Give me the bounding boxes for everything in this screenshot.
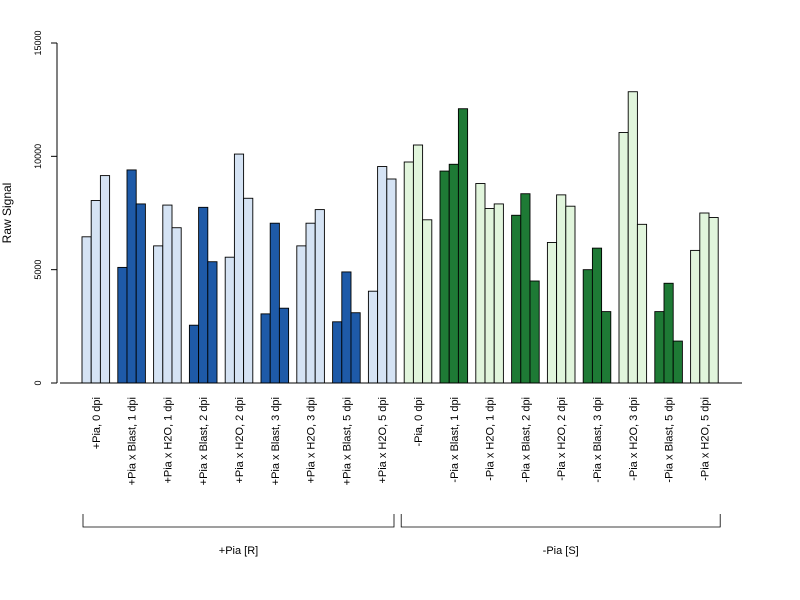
bar xyxy=(162,204,173,384)
group-bracket xyxy=(82,514,395,528)
bar xyxy=(672,340,683,384)
bar xyxy=(171,227,182,384)
bar xyxy=(601,311,612,384)
bar xyxy=(636,223,648,384)
bar xyxy=(422,219,433,384)
bar xyxy=(448,163,459,384)
category-labels: +Pia, 0 dpi +Pia x Blast, 1 dpi +Pia x H2O… xyxy=(91,397,712,485)
category-label: -Pia x Blast, 1 dpi xyxy=(449,397,461,483)
bar xyxy=(81,236,92,384)
bar xyxy=(233,153,245,384)
bar xyxy=(520,193,531,384)
bar xyxy=(511,214,522,384)
bar xyxy=(135,203,146,384)
bar xyxy=(296,245,307,384)
category-label: -Pia x H2O, 1 dpi xyxy=(485,397,497,481)
bar xyxy=(618,132,629,384)
bar xyxy=(367,290,379,384)
y-tick-label: 0 xyxy=(33,380,43,385)
bar xyxy=(556,194,567,384)
bar xyxy=(403,161,414,384)
group-bracket xyxy=(400,514,721,528)
bar xyxy=(663,282,674,384)
y-axis-title: Raw Signal xyxy=(0,183,14,244)
bar xyxy=(224,256,235,384)
bar xyxy=(546,242,558,384)
bar xyxy=(126,169,137,384)
category-label: -Pia x Blast, 3 dpi xyxy=(592,397,604,483)
category-label: +Pia x H2O, 2 dpi xyxy=(234,397,246,484)
category-label: -Pia x Blast, 5 dpi xyxy=(664,397,676,483)
group-label: -Pia [S] xyxy=(543,545,579,557)
bar xyxy=(565,205,576,384)
bar xyxy=(332,321,343,384)
category-label: -Pia x H2O, 3 dpi xyxy=(628,397,640,481)
bar xyxy=(314,209,325,384)
bar xyxy=(117,266,128,384)
bar xyxy=(412,144,424,384)
category-label: +Pia x H2O, 5 dpi xyxy=(377,397,389,484)
bars-layer xyxy=(60,91,742,384)
bar xyxy=(305,222,316,384)
bar xyxy=(493,203,504,384)
group-brackets: +Pia [R] -Pia [S] xyxy=(82,514,721,557)
category-label: +Pia x Blast, 2 dpi xyxy=(198,397,210,485)
bar xyxy=(654,311,665,384)
category-label: +Pia x H2O, 1 dpi xyxy=(162,397,174,484)
category-label: -Pia x Blast, 2 dpi xyxy=(520,397,532,483)
category-label: +Pia x H2O, 3 dpi xyxy=(306,397,318,484)
bar xyxy=(269,222,280,384)
y-tick-label: 10000 xyxy=(33,144,43,169)
bar xyxy=(350,312,361,384)
y-tick-label: 15000 xyxy=(33,30,43,55)
bar xyxy=(90,200,101,384)
category-label: -Pia x H2O, 5 dpi xyxy=(699,397,711,481)
bar xyxy=(207,261,218,384)
bar xyxy=(377,166,388,384)
bar xyxy=(243,197,254,384)
bar xyxy=(484,208,495,384)
bar xyxy=(475,183,486,384)
category-label: +Pia x Blast, 1 dpi xyxy=(127,397,139,485)
group-label: +Pia [R] xyxy=(219,545,258,557)
bar xyxy=(386,178,397,384)
y-axis: 0 5000 10000 15000 xyxy=(33,30,58,386)
bar xyxy=(439,170,450,384)
bar xyxy=(153,245,164,384)
bar xyxy=(690,249,701,384)
bar xyxy=(529,280,540,384)
bar xyxy=(99,175,111,384)
bar xyxy=(627,91,638,384)
category-label: -Pia, 0 dpi xyxy=(413,397,425,447)
category-label: -Pia x H2O, 2 dpi xyxy=(556,397,568,481)
bar xyxy=(699,212,710,384)
bar xyxy=(582,269,593,384)
bar xyxy=(188,324,200,384)
category-label: +Pia x Blast, 3 dpi xyxy=(270,397,282,485)
bar xyxy=(457,108,469,384)
bar xyxy=(278,307,290,384)
y-tick-label: 5000 xyxy=(33,260,43,280)
bar xyxy=(591,247,603,384)
bar xyxy=(260,313,271,384)
category-label: +Pia, 0 dpi xyxy=(91,397,103,449)
category-label: +Pia x Blast, 5 dpi xyxy=(341,397,353,485)
bar xyxy=(198,206,209,384)
bar xyxy=(341,271,352,384)
bar xyxy=(708,217,719,384)
